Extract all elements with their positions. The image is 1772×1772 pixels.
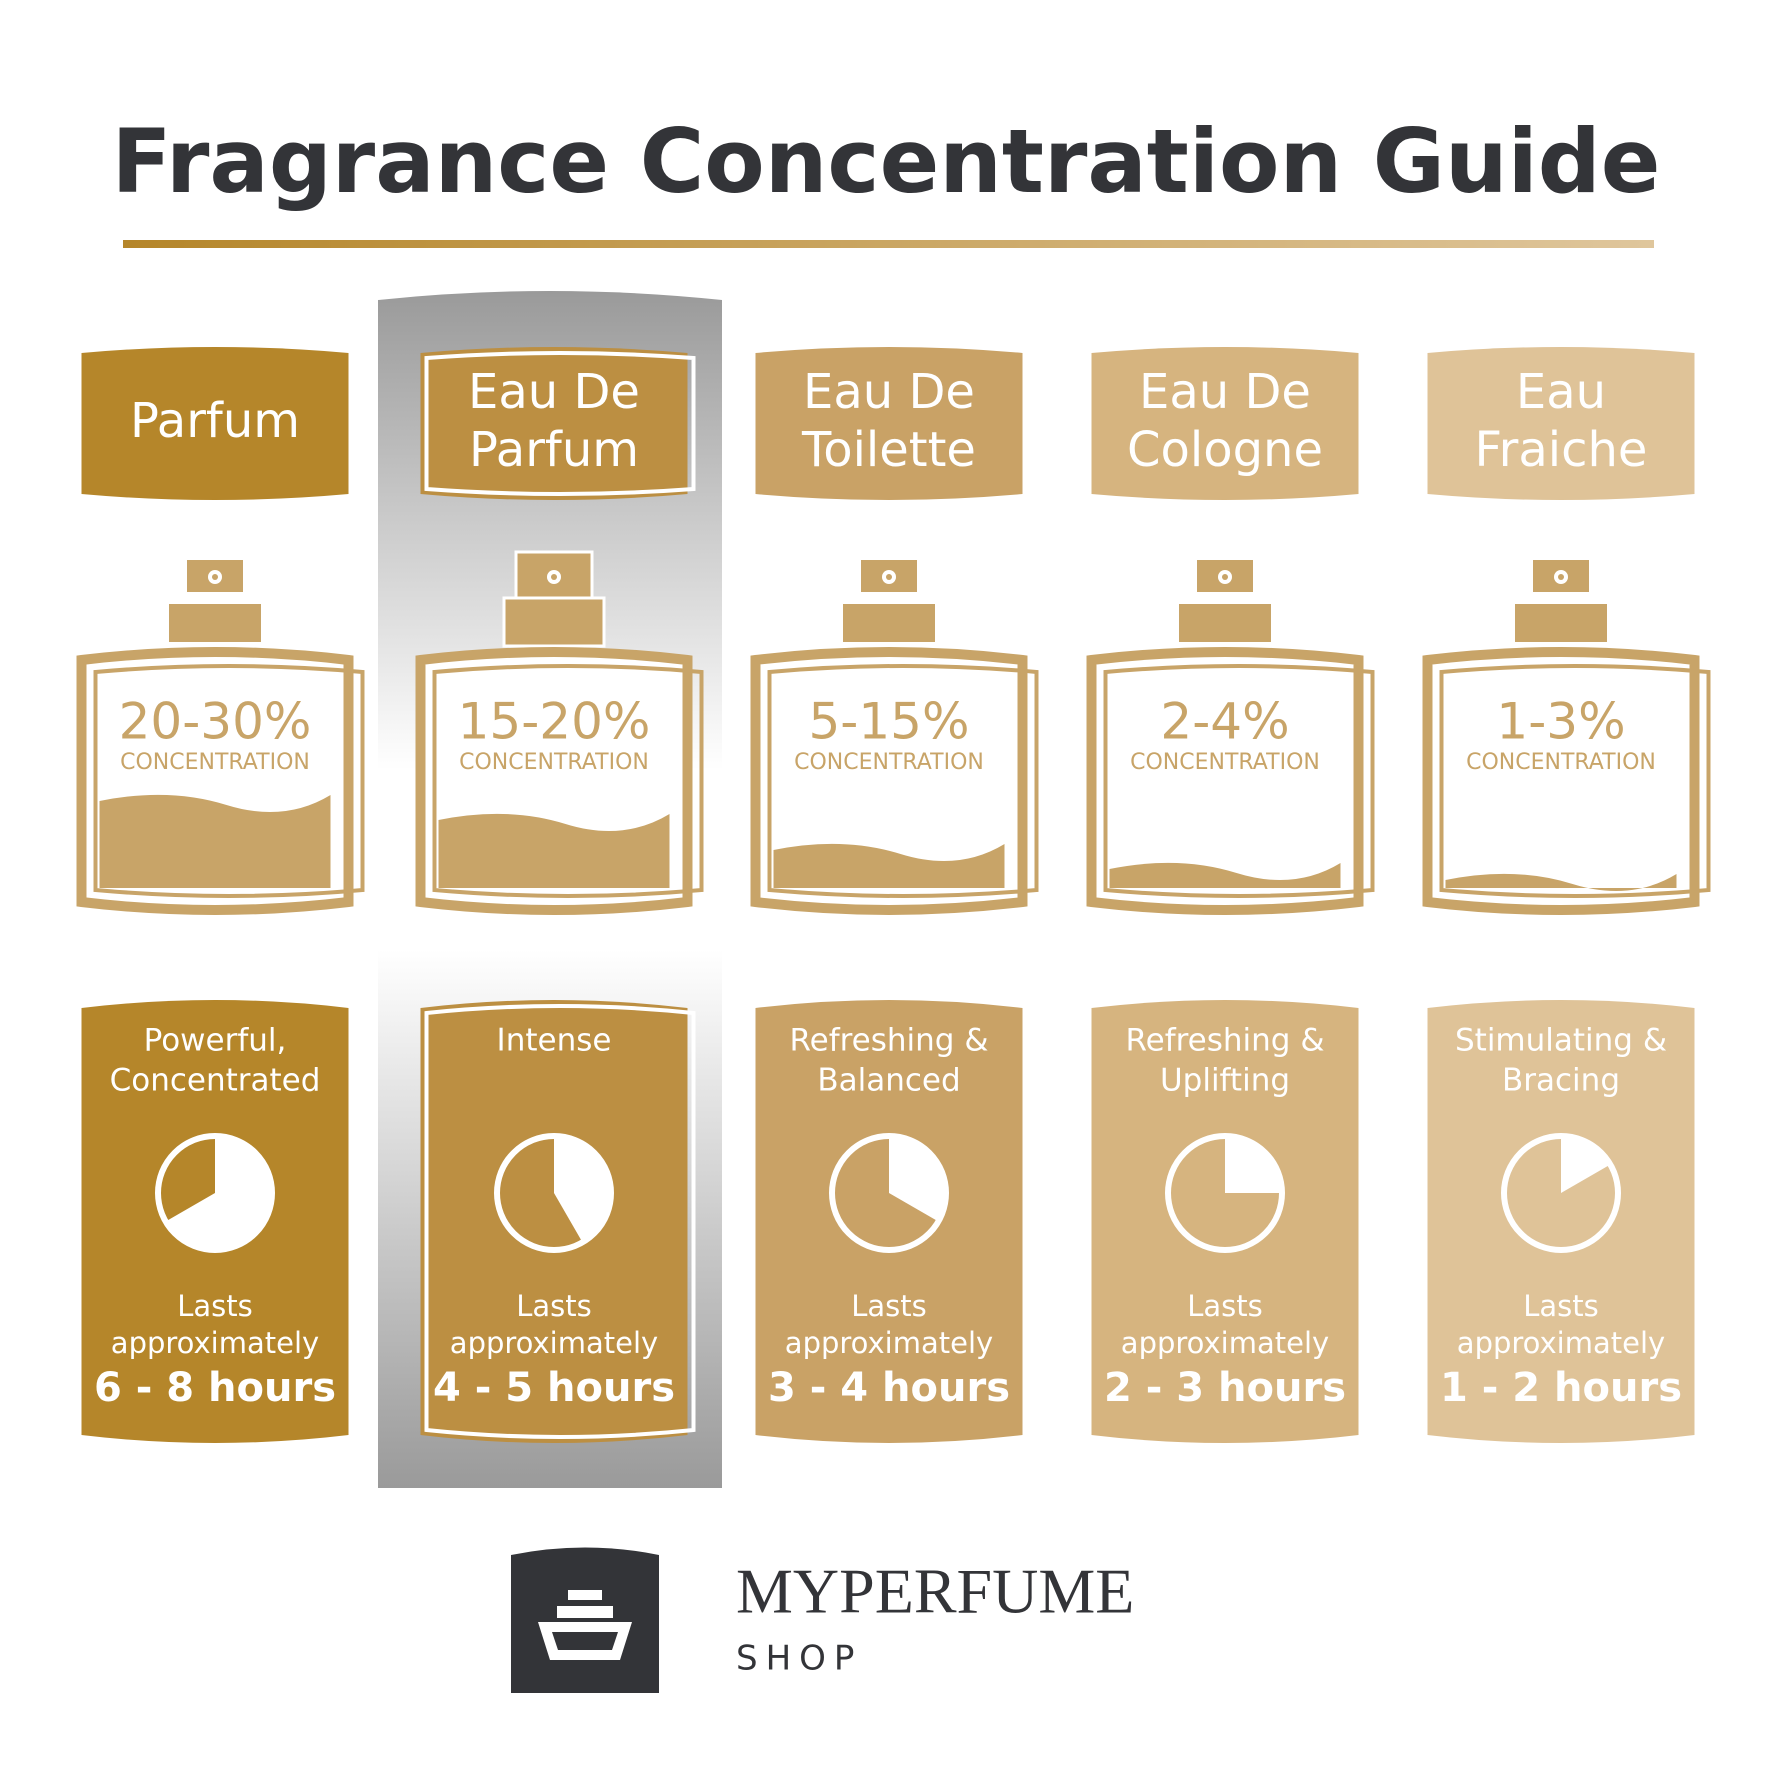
bottle-neck bbox=[508, 604, 600, 642]
duration: 3 - 4 hours bbox=[768, 1365, 1010, 1411]
column-name: Cologne bbox=[1127, 422, 1323, 478]
logo-icon bbox=[538, 1622, 632, 1660]
concentration-label: CONCENTRATION bbox=[1466, 750, 1656, 775]
bottle-neck bbox=[1515, 604, 1607, 642]
panel-border bbox=[424, 351, 696, 496]
duration: 1 - 2 hours bbox=[1440, 1365, 1682, 1411]
column-name: Parfum bbox=[469, 422, 639, 478]
bottle-liquid bbox=[1445, 873, 1677, 892]
bottle-inner bbox=[1103, 664, 1375, 898]
logo-icon bbox=[557, 1606, 613, 1618]
description: Stimulating & bbox=[1455, 1023, 1667, 1059]
duration: 6 - 8 hours bbox=[94, 1365, 336, 1411]
column-name: Eau bbox=[1516, 364, 1606, 420]
logo-icon bbox=[568, 1590, 602, 1600]
title-rule bbox=[123, 240, 1654, 248]
concentration-percent: 20-30% bbox=[119, 693, 312, 751]
bottle-inner bbox=[1439, 664, 1711, 898]
bottle-body bbox=[1422, 647, 1700, 915]
concentration-percent: 5-15% bbox=[809, 693, 970, 751]
clock-wedge bbox=[554, 1136, 611, 1243]
description: Bracing bbox=[1502, 1063, 1620, 1099]
lasts-label: Lasts bbox=[177, 1289, 253, 1323]
description: Balanced bbox=[817, 1063, 960, 1099]
bottle-nozzle bbox=[1222, 574, 1228, 580]
lasts-label: approximately bbox=[1457, 1326, 1665, 1360]
name-panel bbox=[420, 347, 688, 500]
concentration-label: CONCENTRATION bbox=[459, 750, 649, 775]
concentration-percent: 1-3% bbox=[1496, 693, 1625, 751]
name-panel bbox=[1427, 347, 1695, 500]
concentration-label: CONCENTRATION bbox=[794, 750, 984, 775]
column-name: Parfum bbox=[130, 393, 300, 449]
bottle-neck bbox=[169, 604, 261, 642]
bottle-inner bbox=[93, 664, 365, 898]
bottle-liquid bbox=[99, 794, 331, 888]
concentration-label: CONCENTRATION bbox=[1130, 750, 1320, 775]
name-panel bbox=[1091, 347, 1359, 500]
bottle-inner bbox=[767, 664, 1039, 898]
bottle-nozzle bbox=[551, 574, 557, 580]
lasts-label: approximately bbox=[450, 1326, 658, 1360]
clock-wedge bbox=[1225, 1136, 1282, 1193]
column-name: Eau De bbox=[468, 364, 640, 420]
name-panel bbox=[755, 347, 1023, 500]
lasts-label: Lasts bbox=[516, 1289, 592, 1323]
name-panel bbox=[81, 347, 349, 500]
clock-wedge bbox=[1561, 1136, 1611, 1193]
logo-mark bbox=[511, 1547, 659, 1693]
lasts-label: Lasts bbox=[851, 1289, 927, 1323]
bottle-body bbox=[1086, 647, 1364, 915]
clock-wedge bbox=[889, 1136, 946, 1222]
description: Concentrated bbox=[110, 1063, 321, 1099]
description: Intense bbox=[497, 1023, 612, 1059]
concentration-percent: 2-4% bbox=[1160, 693, 1289, 751]
duration: 2 - 3 hours bbox=[1104, 1365, 1346, 1411]
lasts-label: approximately bbox=[111, 1326, 319, 1360]
duration: 4 - 5 hours bbox=[433, 1365, 675, 1411]
logo: MYPERFUME SHOP bbox=[511, 1547, 1134, 1693]
lasts-label: approximately bbox=[1121, 1326, 1329, 1360]
description: Uplifting bbox=[1160, 1063, 1290, 1099]
bottle-neck bbox=[843, 604, 935, 642]
bottle-nozzle bbox=[886, 574, 892, 580]
column-name: Fraiche bbox=[1475, 422, 1648, 478]
description: Refreshing & bbox=[789, 1023, 988, 1059]
lasts-label: approximately bbox=[785, 1326, 993, 1360]
bottle-liquid bbox=[1109, 862, 1341, 888]
description: Powerful, bbox=[144, 1023, 287, 1059]
panel-border bbox=[424, 1004, 696, 1439]
concentration-label: CONCENTRATION bbox=[120, 750, 310, 775]
logo-brand: MYPERFUME bbox=[736, 1556, 1134, 1627]
column-name: Toilette bbox=[801, 422, 976, 478]
description: Refreshing & bbox=[1125, 1023, 1324, 1059]
bottle-neck bbox=[1179, 604, 1271, 642]
bottle-nozzle bbox=[1558, 574, 1564, 580]
lasts-label: Lasts bbox=[1523, 1289, 1599, 1323]
bottle-inner bbox=[432, 664, 704, 898]
logo-sub: SHOP bbox=[736, 1639, 862, 1679]
concentration-percent: 15-20% bbox=[458, 693, 651, 751]
column-name: Eau De bbox=[1139, 364, 1311, 420]
column-name: Eau De bbox=[803, 364, 975, 420]
clock-wedge bbox=[165, 1136, 272, 1250]
bottle-liquid bbox=[438, 813, 670, 888]
title: Fragrance Concentration Guide bbox=[112, 110, 1661, 213]
lasts-label: Lasts bbox=[1187, 1289, 1263, 1323]
bottle-liquid bbox=[773, 843, 1005, 888]
bottle-nozzle bbox=[212, 574, 218, 580]
